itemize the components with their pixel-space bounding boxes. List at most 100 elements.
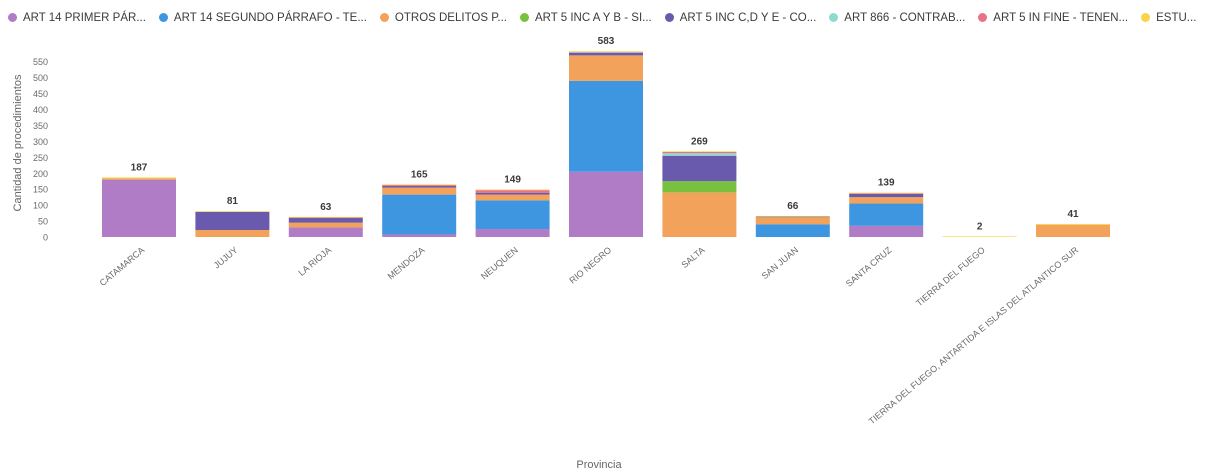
bar-segment xyxy=(849,192,924,194)
bar-segment xyxy=(849,203,924,226)
bar-total-label: 583 xyxy=(598,36,615,47)
bar-total-label: 2 xyxy=(977,221,983,232)
bar-segment xyxy=(475,194,550,201)
bar-total-label: 139 xyxy=(878,178,895,189)
bar-segment xyxy=(102,178,176,180)
bar-segment xyxy=(195,211,270,212)
bar-total-label: 81 xyxy=(227,196,239,207)
legend-item[interactable]: ART 5 INC A Y B - SI... xyxy=(519,11,652,24)
bar-segment xyxy=(382,187,457,195)
y-tick-label: 250 xyxy=(33,153,48,163)
bar-segment xyxy=(1036,224,1110,237)
bar-segment xyxy=(288,217,363,223)
legend-label: OTROS DELITOS P... xyxy=(394,11,507,24)
bar-total-label: 63 xyxy=(320,202,332,213)
legend-label: ART 5 INC A Y B - SI... xyxy=(534,11,652,24)
legend-item[interactable]: ART 14 PRIMER PÁR... xyxy=(8,12,146,24)
legend-label: ART 14 PRIMER PÁR... xyxy=(23,11,146,24)
legend-label: ART 5 IN FINE - TENEN... xyxy=(993,11,1129,24)
bar-segment xyxy=(662,151,737,154)
bar-segment xyxy=(569,52,643,53)
bar-segment xyxy=(475,229,550,237)
legend-label: ART 14 SEGUNDO PÁRRAFO - TE... xyxy=(173,11,367,24)
y-axis-title: Cantidad de procedimientos xyxy=(12,74,24,211)
bar-segment xyxy=(288,227,363,237)
bar-segment xyxy=(382,234,457,237)
x-tick-label: TIERRA DEL FUEGO, ANTARTIDA E ISLAS DEL … xyxy=(867,245,1081,427)
legend-swatch xyxy=(519,13,529,22)
y-tick-label: 200 xyxy=(33,169,48,179)
bar-segment xyxy=(195,211,270,230)
x-tick-label: SAN JUAN xyxy=(760,245,801,281)
bar-segment xyxy=(288,217,363,219)
y-tick-label: 400 xyxy=(33,105,48,115)
legend-label: ART 5 INC C,D Y E - CO... xyxy=(679,11,817,24)
bar-segment xyxy=(569,52,643,56)
x-tick-label: CATAMARCA xyxy=(98,245,147,288)
bar-segment xyxy=(382,184,457,186)
bar-segment xyxy=(662,155,737,182)
bar-segment xyxy=(475,200,550,230)
bar-total-label: 41 xyxy=(1067,209,1079,220)
x-tick-label: LA RIOJA xyxy=(296,245,333,278)
y-tick-label: 150 xyxy=(33,185,48,195)
bar-segment xyxy=(102,177,176,179)
bar-segment xyxy=(102,179,176,237)
bar-segment xyxy=(569,171,643,237)
legend-label: ART 866 - CONTRAB... xyxy=(844,11,966,24)
y-tick-label: 100 xyxy=(33,201,48,211)
bar-segment xyxy=(662,151,737,152)
bar-segment xyxy=(569,51,643,52)
bar-segment xyxy=(382,186,457,188)
bar-segment xyxy=(569,80,643,172)
x-tick-label: RIO NEGRO xyxy=(567,245,613,286)
bar-segment xyxy=(849,193,924,198)
legend-item[interactable]: OTROS DELITOS P... xyxy=(379,11,507,24)
bar-segment xyxy=(755,224,830,237)
legend-item[interactable]: ART 14 SEGUNDO PÁRRAFO - TE... xyxy=(158,11,367,24)
bar-segment xyxy=(569,55,643,81)
x-tick-label: TIERRA DEL FUEGO xyxy=(914,245,987,308)
y-tick-label: 500 xyxy=(33,73,48,83)
bar-segment xyxy=(942,236,1017,237)
y-tick-label: 0 xyxy=(43,233,48,243)
x-tick-label: NEUQUEN xyxy=(479,245,520,282)
bar-segment xyxy=(849,193,924,194)
legend-item[interactable]: ART 866 - CONTRAB... xyxy=(829,12,965,24)
legend-swatch xyxy=(379,13,389,22)
x-axis-title: Provincia xyxy=(576,459,622,471)
bar-segment xyxy=(475,192,550,195)
legend-swatch xyxy=(664,13,674,22)
y-tick-label: 550 xyxy=(33,57,48,67)
bar-segment xyxy=(1036,223,1110,225)
legend-item[interactable]: ART 5 IN FINE - TENEN... xyxy=(978,12,1128,24)
legend-item[interactable]: ART 5 INC C,D Y E - CO... xyxy=(664,11,817,24)
legend-swatch xyxy=(1141,13,1151,22)
legend-swatch xyxy=(978,13,988,22)
y-tick-label: 300 xyxy=(33,137,48,147)
bar-total-label: 187 xyxy=(131,162,148,173)
bar-segment xyxy=(849,197,924,204)
bar-segment xyxy=(288,216,363,218)
x-tick-label: JUJUY xyxy=(212,245,240,271)
bar-segment xyxy=(755,215,830,217)
bar-segment xyxy=(382,185,457,187)
bar-segment xyxy=(755,216,830,218)
legend-swatch xyxy=(8,13,17,22)
bar-total-label: 149 xyxy=(504,175,521,186)
legend-swatch xyxy=(158,13,168,22)
y-tick-label: 350 xyxy=(33,121,48,131)
bar-segment xyxy=(662,153,737,156)
legend-item[interactable]: ESTU... xyxy=(1141,12,1196,24)
chart-legend: ART 14 PRIMER PÁR... ART 14 SEGUNDO PÁRRA… xyxy=(8,9,1212,25)
legend-swatch xyxy=(829,13,839,22)
bar-segment xyxy=(755,217,830,225)
bar-segment xyxy=(849,225,924,237)
bar-total-label: 165 xyxy=(411,169,428,180)
y-tick-label: 450 xyxy=(33,89,48,99)
bar-total-label: 66 xyxy=(787,201,799,212)
bar-segment xyxy=(475,190,550,193)
bar-segment xyxy=(288,222,363,228)
